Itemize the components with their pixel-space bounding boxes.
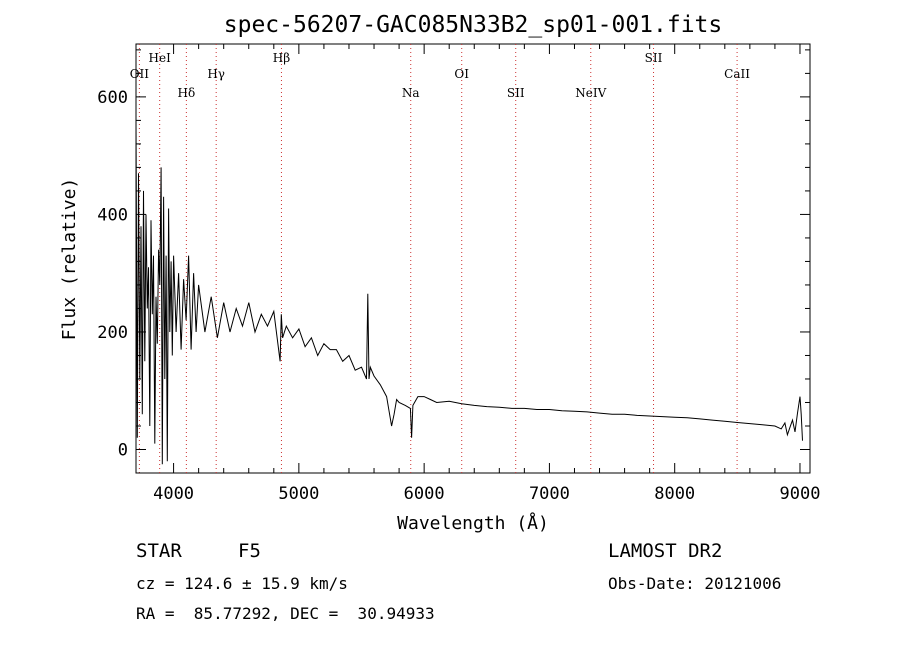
x-tick-label: 6000 [404,484,445,504]
line-label: NeIV [575,86,606,100]
line-label: SII [645,51,663,65]
x-tick-label: 9000 [780,484,821,504]
redshift-info: cz = 124.6 ± 15.9 km/s [136,574,348,593]
x-axis-ticks: 4000 5000 6000 7000 8000 9000 [153,44,820,504]
line-label: SII [507,86,525,100]
line-label: HeI [149,51,172,65]
line-label: OI [454,67,469,81]
object-class: STAR [136,540,182,562]
x-axis-label: Wavelength (Å) [397,512,549,534]
x-tick-label: 4000 [153,484,194,504]
obs-date-info: Obs-Date: 20121006 [608,574,782,593]
y-axis-ticks: 0 200 400 600 [97,49,810,474]
line-markers [138,44,738,473]
y-tick-label: 200 [97,323,128,343]
y-tick-label: 400 [97,205,128,225]
x-tick-label: 7000 [529,484,570,504]
line-label: Hγ [207,67,225,81]
line-label: Na [402,86,420,100]
line-label: Hδ [178,86,196,100]
y-tick-label: 600 [97,88,128,108]
x-tick-label: 8000 [654,484,695,504]
series-line-flux [135,120,803,465]
line-label: OII [130,67,150,81]
line-label: Hβ [273,51,290,65]
survey-name: LAMOST DR2 [608,540,723,562]
y-tick-label: 0 [118,440,128,460]
y-axis-label: Flux (relative) [59,178,80,341]
plot-frame [135,43,811,474]
coordinates-info: RA = 85.77292, DEC = 30.94933 [136,604,435,623]
line-label: CaII [724,67,750,81]
object-subclass: F5 [238,540,261,562]
x-tick-label: 5000 [278,484,319,504]
line-labels: OII HeI Hδ Hγ Hβ Na OI SII NeIV SII CaII [130,51,751,100]
chart-title: spec-56207-GAC085N33B2_sp01-001.fits [224,12,723,38]
